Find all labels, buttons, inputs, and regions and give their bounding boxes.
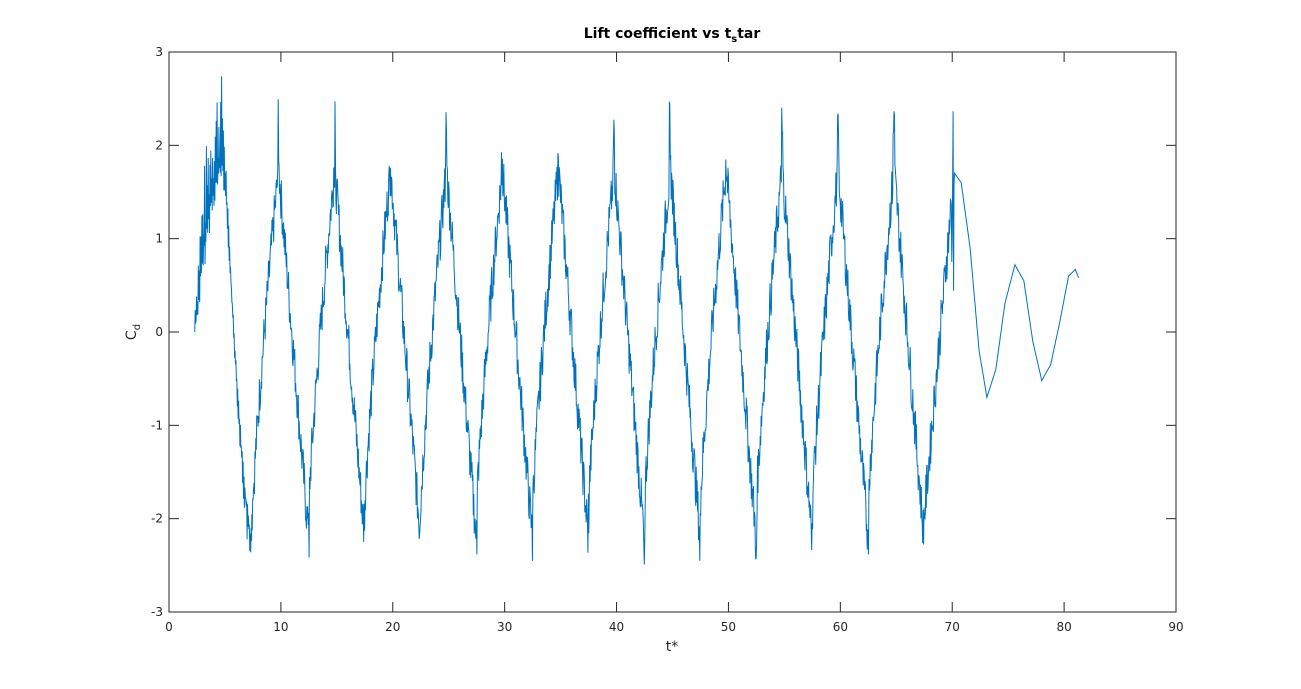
x-tick-label: 40 — [609, 620, 624, 634]
x-axis-label: t* — [666, 639, 679, 655]
chart-title-main: Lift coefficient vs t — [584, 26, 732, 42]
x-tick-label: 80 — [1056, 620, 1071, 634]
chart-title: Lift coefficient vs tstar — [584, 26, 761, 45]
chart-title-subscript: s — [731, 34, 737, 45]
y-tick-label: 3 — [155, 45, 163, 59]
x-tick-label: 60 — [833, 620, 848, 634]
y-axis-label-main: C — [124, 330, 140, 340]
y-tick-label: 0 — [155, 325, 163, 339]
x-tick-labels: 0 10 20 30 40 50 60 70 80 90 — [165, 620, 1183, 634]
y-axis-label: Cd — [124, 324, 143, 340]
y-tick-label: 1 — [155, 232, 163, 246]
x-axis-ticks — [168, 52, 1177, 612]
x-tick-label: 50 — [721, 620, 736, 634]
y-axis-ticks — [169, 51, 1176, 613]
x-tick-label: 20 — [385, 620, 400, 634]
x-tick-label: 10 — [273, 620, 288, 634]
x-tick-label: 0 — [165, 620, 173, 634]
y-tick-label: -2 — [151, 512, 163, 526]
lift-coefficient-series-line — [194, 76, 1080, 565]
y-axis-label-subscript: d — [132, 324, 143, 330]
y-tick-label: 2 — [155, 138, 163, 152]
x-tick-label: 90 — [1168, 620, 1183, 634]
x-tick-label: 70 — [945, 620, 960, 634]
plot-area — [168, 51, 1177, 613]
y-tick-labels: -3 -2 -1 0 1 2 3 — [151, 45, 163, 619]
x-tick-label: 30 — [497, 620, 512, 634]
y-tick-label: -3 — [151, 605, 163, 619]
y-tick-label: -1 — [151, 418, 163, 432]
chart-title-tail: tar — [737, 26, 760, 42]
